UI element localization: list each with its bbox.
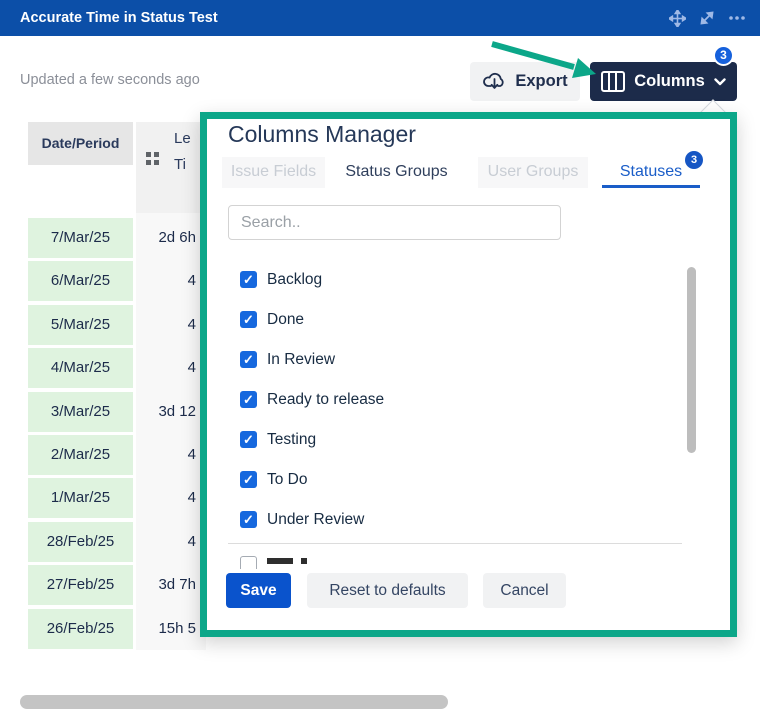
table-row: 26/Feb/25 15h 5 [28,608,196,649]
value-cell: 4 [187,359,196,377]
drag-handle-icon[interactable] [146,152,159,165]
table-row: 28/Feb/25 4 [28,521,196,562]
more-icon[interactable] [728,15,746,21]
cancel-button[interactable]: Cancel [483,573,566,608]
value-cell: 2d 6h [158,229,196,246]
status-item[interactable]: Testing [240,431,710,448]
table-row: 5/Mar/25 4 [28,304,196,345]
value-cell: 4 [187,272,196,290]
checkbox-checked[interactable] [240,471,257,488]
tab-label: User Groups [487,163,579,180]
checkbox-checked[interactable] [240,271,257,288]
table-row: 2/Mar/25 4 [28,434,196,475]
column-header-label-line1: Le [174,130,191,147]
statuses-list: Backlog Done In Review Ready to release … [207,260,710,569]
cloud-download-icon [483,72,504,89]
column-header-lead-time[interactable]: Le Ti [136,122,206,213]
status-label: In Review [267,350,336,368]
tab-label: Statuses [619,163,683,180]
checkbox-unchecked[interactable] [240,556,257,569]
checkbox-checked[interactable] [240,511,257,528]
tab-user-groups[interactable]: User Groups [478,157,588,188]
checkbox-checked[interactable] [240,391,257,408]
columns-button[interactable]: Columns [590,62,737,101]
reset-to-defaults-button[interactable]: Reset to defaults [307,573,468,608]
value-column-background [136,213,206,650]
tab-issue-fields[interactable]: Issue Fields [222,157,325,188]
tab-status-groups[interactable]: Status Groups [330,157,463,188]
date-table: 7/Mar/25 2d 6h 6/Mar/25 4 5/Mar/25 4 4/Mar/… [28,218,196,652]
table-row: 7/Mar/25 2d 6h [28,218,196,258]
date-cell: 27/Feb/25 [28,565,133,606]
updated-status-text: Updated a few seconds ago [20,72,200,88]
value-cell: 3d 7h [158,576,196,594]
page-title: Accurate Time in Status Test [20,10,218,26]
columns-manager-dialog: Columns Manager Issue Fields Status Grou… [200,112,737,637]
value-cell: 3d 12 [158,402,196,420]
status-item[interactable]: Under Review [240,511,710,528]
checkbox-checked[interactable] [240,351,257,368]
status-item[interactable]: To Do [240,471,710,488]
date-cell: 7/Mar/25 [28,218,133,258]
checkbox-checked[interactable] [240,311,257,328]
chevron-down-icon [714,77,726,85]
date-cell: 2/Mar/25 [28,434,133,475]
value-cell: 4 [187,445,196,463]
list-scrollbar[interactable] [687,267,696,453]
value-cell: 4 [187,532,196,550]
column-header-date-period[interactable]: Date/Period [28,122,133,165]
titlebar: Accurate Time in Status Test [0,0,760,36]
table-row: 1/Mar/25 4 [28,478,196,519]
date-cell: 4/Mar/25 [28,348,133,389]
date-cell: 3/Mar/25 [28,391,133,432]
status-label: Backlog [267,270,323,288]
clipped-status-label [267,558,307,564]
tab-label: Issue Fields [230,163,317,180]
status-label: To Do [267,470,308,488]
export-button-label: Export [515,72,568,90]
move-icon[interactable] [669,9,686,27]
search-input[interactable] [228,205,561,240]
value-cell: 15h 5 [158,619,196,637]
statuses-count-badge: 3 [685,151,703,169]
status-item[interactable]: In Review [240,351,710,368]
value-cell: 4 [187,489,196,507]
checkbox-checked[interactable] [240,431,257,448]
tab-statuses[interactable]: Statuses 3 [602,151,703,188]
status-item[interactable]: Done [240,311,710,328]
status-label: Done [267,310,305,328]
column-header-label-line2: Ti [174,156,186,173]
status-label: Testing [267,430,317,448]
date-cell: 6/Mar/25 [28,261,133,302]
table-row: 4/Mar/25 4 [28,348,196,389]
tab-label: Status Groups [345,163,448,180]
status-label: Ready to release [267,390,385,408]
horizontal-scrollbar[interactable] [20,695,448,709]
table-row: 3/Mar/25 3d 12 [28,391,196,432]
date-cell: 28/Feb/25 [28,521,133,562]
table-row: 6/Mar/25 4 [28,261,196,302]
expand-icon[interactable] [699,10,715,26]
status-item[interactable]: Backlog [240,271,710,288]
date-cell: 5/Mar/25 [28,304,133,345]
save-button[interactable]: Save [226,573,291,608]
list-divider [228,543,682,544]
columns-count-badge: 3 [713,45,734,66]
status-label: Under Review [267,510,365,528]
columns-icon [601,71,626,92]
export-button[interactable]: Export [470,62,580,101]
date-cell: 26/Feb/25 [28,608,133,649]
value-cell: 4 [187,315,196,333]
status-item-clipped[interactable] [240,556,710,569]
columns-button-label: Columns [634,72,705,90]
date-cell: 1/Mar/25 [28,478,133,519]
status-item[interactable]: Ready to release [240,391,710,408]
table-row: 27/Feb/25 3d 7h [28,565,196,606]
dialog-title: Columns Manager [228,121,416,147]
